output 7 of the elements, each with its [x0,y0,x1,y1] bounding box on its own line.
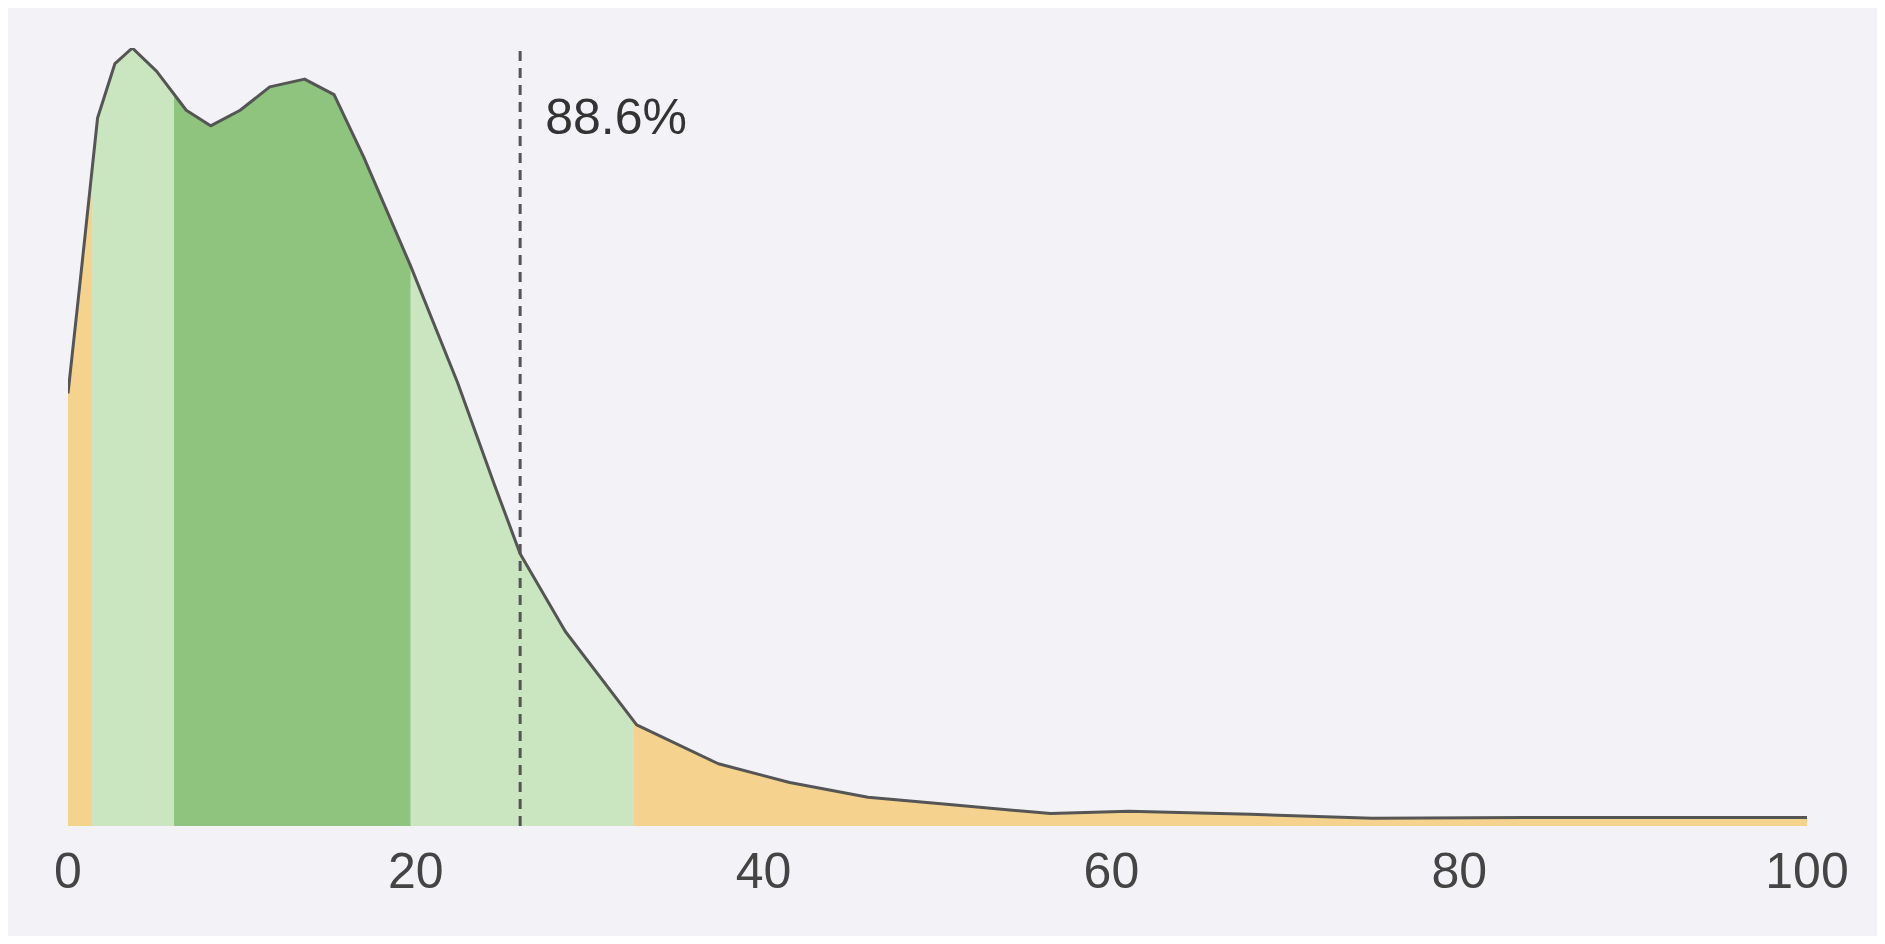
x-tick-label: 60 [1083,842,1140,899]
x-tick-label: 20 [387,842,444,899]
x-tick-label: 40 [735,842,792,899]
x-tick-label: 100 [1765,842,1849,899]
x-tick-label: 80 [1431,842,1488,899]
annotation: 88.6% [545,88,687,146]
x-tick-label: 0 [54,842,82,899]
